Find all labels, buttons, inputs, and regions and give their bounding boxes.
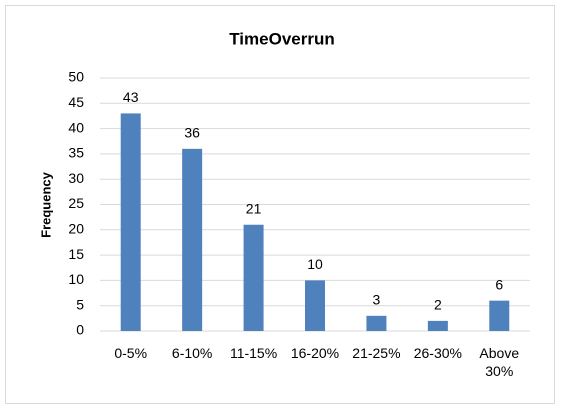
y-tick-label: 50 — [68, 69, 84, 85]
y-tick-label: 40 — [68, 119, 84, 135]
y-tick-label: 45 — [68, 94, 84, 110]
y-tick-label: 35 — [68, 145, 84, 161]
data-label: 3 — [373, 292, 381, 308]
y-axis-label: Frequency — [38, 171, 53, 238]
data-label: 2 — [434, 297, 442, 313]
y-tick-label: 15 — [68, 246, 84, 262]
data-label: 10 — [307, 256, 323, 272]
x-tick-label: 21-25% — [352, 345, 401, 361]
x-tick-label: 0-5% — [114, 345, 148, 361]
y-tick-label: 5 — [76, 296, 84, 312]
bar — [366, 315, 387, 331]
x-tick-label: Above 30% — [479, 345, 520, 379]
bar — [305, 280, 325, 331]
x-tick-label: 16-20% — [290, 345, 340, 361]
data-label: 6 — [495, 276, 503, 292]
bar — [427, 320, 448, 331]
y-tick-label: 25 — [68, 195, 84, 211]
bar — [489, 300, 510, 331]
bar — [243, 224, 264, 331]
data-label: 36 — [184, 125, 200, 141]
bar — [182, 148, 203, 331]
chart-title: TimeOverrun — [229, 29, 335, 48]
y-tick-label: 30 — [68, 170, 84, 186]
x-tick-label: 26-30% — [413, 345, 462, 361]
data-label: 43 — [123, 89, 139, 105]
x-tick-label: 11-15% — [229, 345, 278, 361]
y-tick-label: 10 — [68, 271, 84, 287]
data-label: 21 — [246, 200, 262, 216]
x-tick-label: 6-10% — [171, 345, 213, 361]
bar — [120, 113, 141, 331]
y-tick-label: 20 — [68, 221, 84, 237]
y-tick-label: 0 — [76, 322, 84, 338]
